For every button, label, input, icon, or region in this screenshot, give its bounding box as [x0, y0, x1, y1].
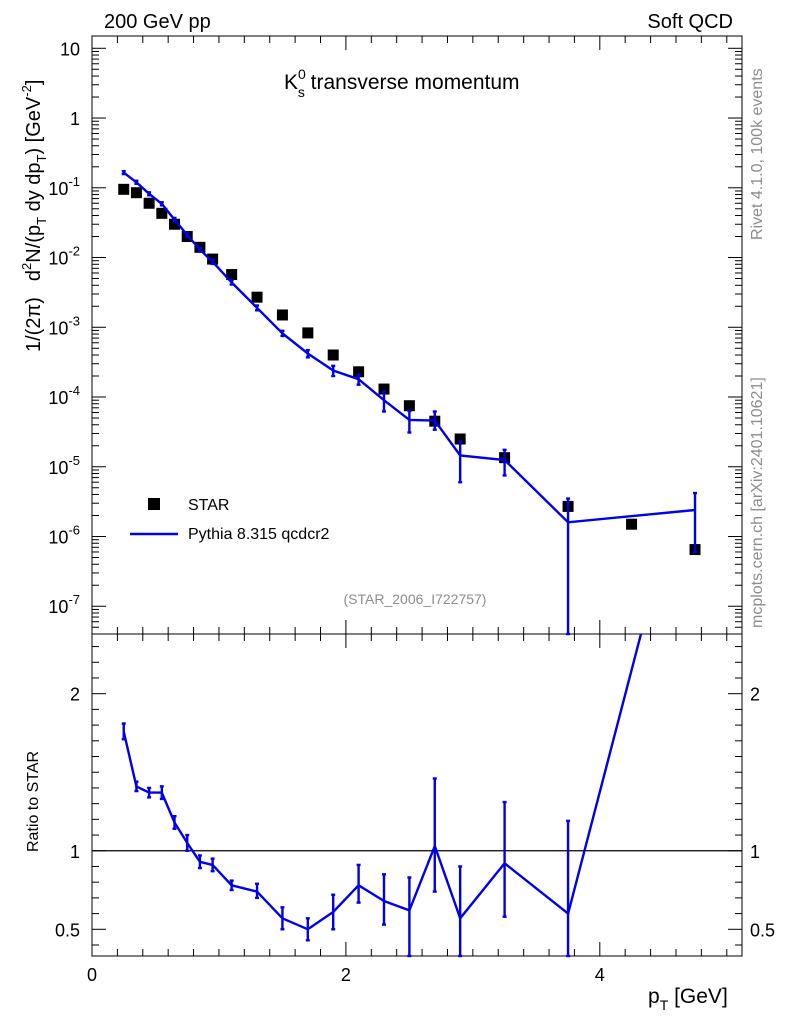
- y-tick-label: 10-5: [48, 453, 80, 478]
- y-tick-label: 10-3: [48, 313, 80, 338]
- ratio-y-tick-label: 2: [70, 685, 80, 705]
- rivet-version-label: Rivet 4.1.0, 100k events: [749, 68, 766, 240]
- data-point: [169, 218, 181, 230]
- ratio-y-tick-label-right: 1: [750, 842, 760, 862]
- y-axis-label: 1/(2π)d2N/(pT dy dpT) [GeV-2]: [19, 80, 49, 352]
- data-point: [156, 207, 168, 219]
- x-tick-label: 4: [595, 965, 605, 985]
- analysis-id-label: (STAR_2006_I722757): [344, 591, 487, 607]
- ratio-y-tick-label: 1: [70, 842, 80, 862]
- legend-data-marker: [148, 498, 160, 510]
- data-point: [378, 383, 390, 395]
- data-point: [251, 291, 263, 303]
- data-point: [226, 269, 238, 281]
- ratio-y-axis-label: Ratio to STAR: [25, 751, 42, 852]
- ratio-y-tick-label-right: 0.5: [750, 920, 775, 940]
- y-tick-label: 10-6: [48, 523, 80, 548]
- plot-title: K0 s transverse momentum: [284, 66, 520, 100]
- ratio-y-tick-label-right: 2: [750, 685, 760, 705]
- x-axis-label: pT [GeV]: [648, 985, 728, 1013]
- main-panel-frame: [91, 35, 743, 635]
- data-point: [130, 187, 142, 199]
- data-point: [276, 309, 288, 321]
- y-tick-label: 10-1: [48, 174, 80, 199]
- ratio-plot-area: [92, 634, 742, 958]
- y-tick-label: 10-7: [48, 592, 80, 617]
- axes: 0 2 4 10 1 10-1 10-2 10-3 10-4 10-5 10-6 10-7 0.5 0.5…: [48, 36, 775, 985]
- ratio-panel-frame: [91, 633, 743, 957]
- y-tick-label: 10-4: [48, 383, 80, 408]
- data-point: [626, 518, 638, 530]
- data-point: [302, 327, 314, 339]
- data-point: [327, 349, 339, 361]
- data-point: [143, 197, 155, 209]
- y-tick-label: 10-2: [48, 244, 80, 269]
- x-tick-label: 0: [87, 965, 97, 985]
- legend-mc-label: Pythia 8.315 qcdcr2: [188, 526, 330, 543]
- header-left: 200 GeV pp: [104, 11, 211, 33]
- header-right: Soft QCD: [647, 11, 733, 33]
- data-point: [118, 183, 130, 195]
- y-tick-label: 10: [60, 39, 80, 59]
- data-point: [403, 400, 415, 412]
- legend: STAR Pythia 8.315 qcdcr2: [130, 497, 330, 543]
- mcplots-source-label: mcplots.cern.ch [arXiv:2401.10621]: [749, 377, 766, 628]
- y-tick-label: 1: [70, 109, 80, 129]
- x-tick-label: 2: [341, 965, 351, 985]
- mc-line: [122, 171, 696, 524]
- data-point: [454, 433, 466, 445]
- data-point: [353, 366, 365, 378]
- main-plot-area: [118, 169, 701, 636]
- legend-data-label: STAR: [188, 497, 229, 514]
- ratio-y-tick-label: 0.5: [55, 920, 80, 940]
